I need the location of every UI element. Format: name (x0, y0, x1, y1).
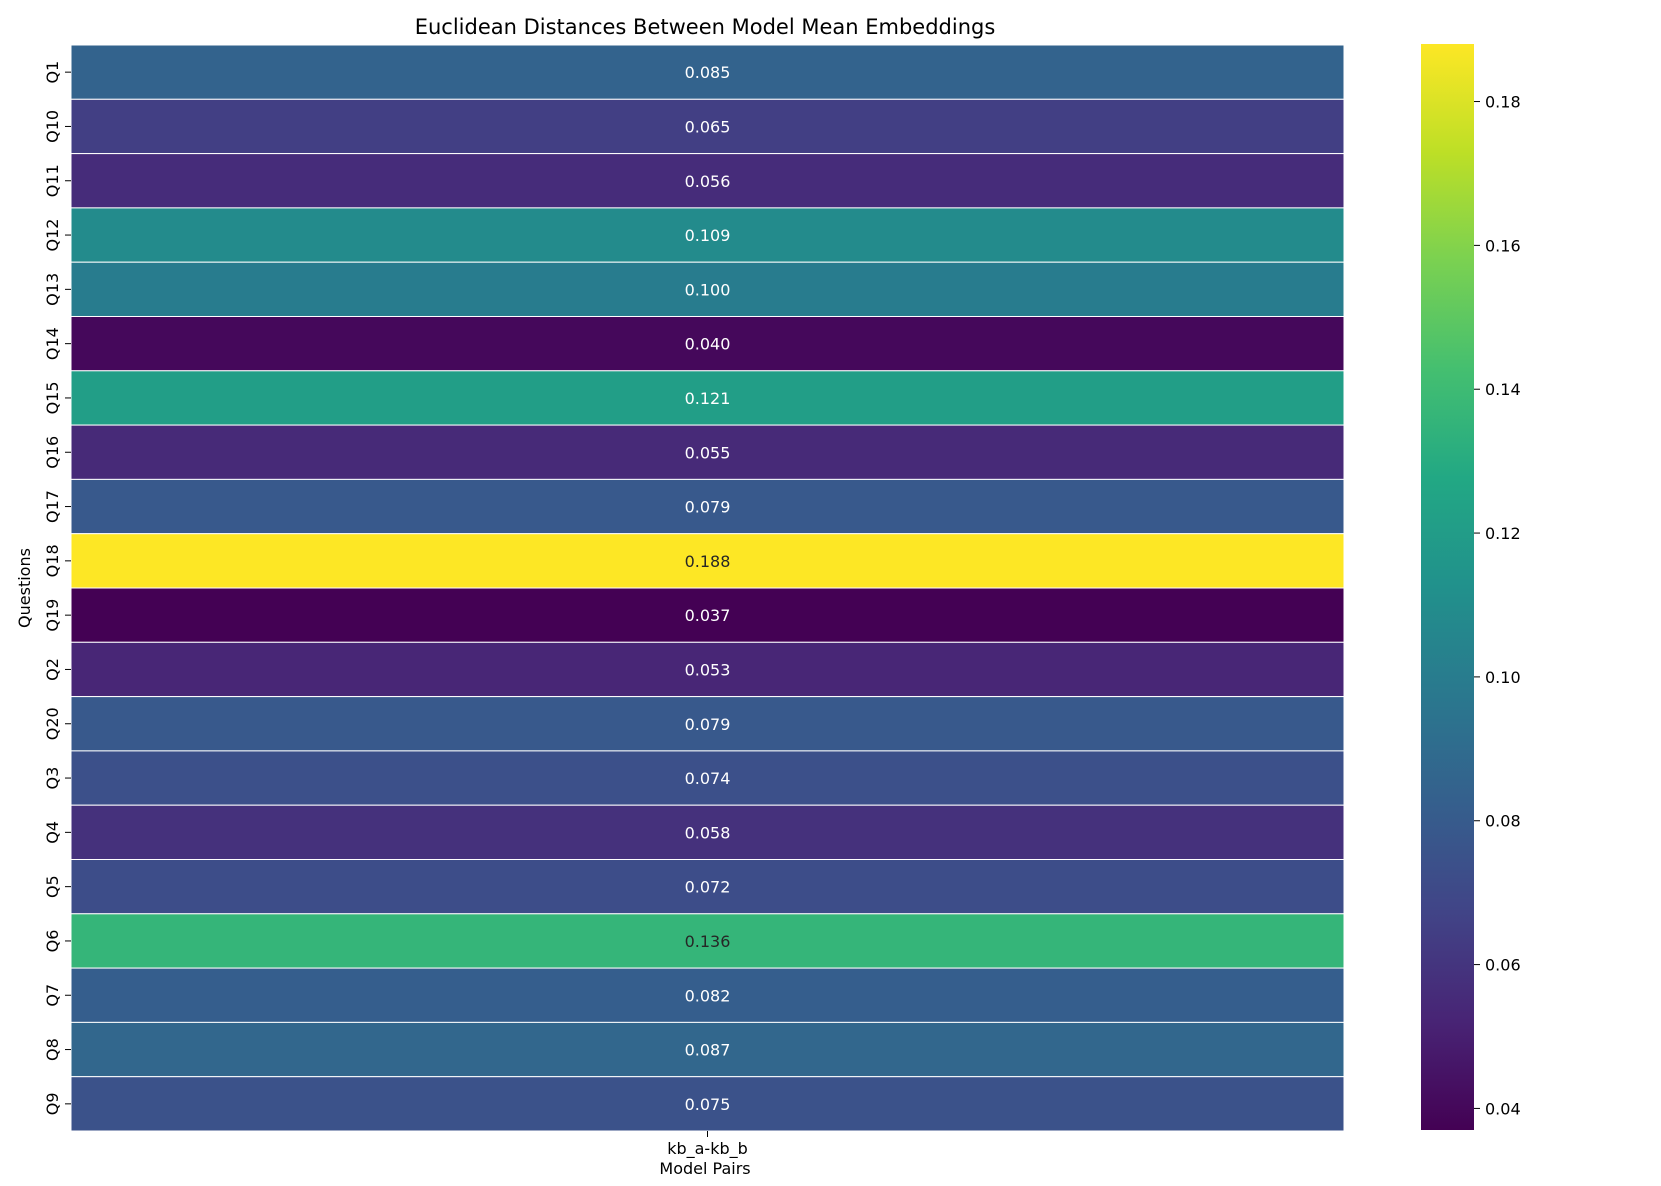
y-tick-label: Q5 (43, 875, 62, 898)
cell-value-label: 0.082 (685, 986, 731, 1005)
cell-value-label: 0.058 (685, 823, 731, 842)
y-axis-label: Questions (15, 548, 34, 628)
cell-value-label: 0.074 (685, 769, 731, 788)
cell-value-label: 0.037 (685, 606, 731, 625)
colorbar-tick-label: 0.12 (1485, 524, 1521, 543)
heatmap-cell (70, 261, 1345, 318)
y-tick-label: Q15 (43, 381, 62, 414)
chart-title: Euclidean Distances Between Model Mean E… (415, 15, 996, 39)
y-tick-label: Q6 (43, 930, 62, 953)
heatmap-cell (70, 1076, 1345, 1132)
colorbar-tick-label: 0.10 (1485, 668, 1521, 687)
heatmap-cell (70, 1021, 1345, 1078)
heatmap-cell (70, 44, 1345, 100)
cell-value-label: 0.087 (685, 1041, 731, 1060)
x-axis-ticks: kb_a-kb_b (667, 1131, 748, 1159)
y-tick-label: Q16 (43, 436, 62, 469)
heatmap-cell (70, 207, 1345, 263)
cell-value-label: 0.136 (685, 932, 731, 951)
heatmap-cell (70, 316, 1345, 372)
heatmap-cells: 0.085 0.065 0.056 0.109 0.100 0.040 0.121 0.055… (70, 44, 1345, 1132)
cell-value-label: 0.079 (685, 498, 731, 517)
y-tick-label: Q13 (43, 273, 62, 306)
y-tick-label: Q17 (43, 490, 62, 523)
heatmap-cell (70, 587, 1345, 643)
x-tick-label: kb_a-kb_b (667, 1139, 748, 1159)
cell-value-label: 0.079 (685, 715, 731, 734)
cell-value-label: 0.065 (685, 117, 731, 136)
y-tick-label: Q1 (43, 61, 62, 84)
cell-value-label: 0.188 (685, 552, 731, 571)
cell-value-label: 0.072 (685, 878, 731, 897)
y-tick-label: Q20 (43, 707, 62, 740)
cell-value-label: 0.075 (685, 1095, 731, 1114)
y-tick-label: Q3 (43, 767, 62, 790)
cell-value-label: 0.053 (685, 660, 731, 679)
cell-value-label: 0.040 (685, 335, 731, 354)
cell-value-label: 0.085 (685, 63, 731, 82)
cell-value-label: 0.121 (685, 389, 731, 408)
colorbar-tick-label: 0.14 (1485, 380, 1521, 399)
y-tick-label: Q14 (43, 327, 62, 360)
cell-value-label: 0.055 (685, 443, 731, 462)
colorbar-tick-label: 0.18 (1485, 93, 1521, 112)
y-tick-label: Q12 (43, 219, 62, 252)
heatmap-cell (70, 98, 1345, 155)
cell-value-label: 0.056 (685, 172, 731, 191)
heatmap-cell (70, 533, 1345, 589)
y-tick-label: Q7 (43, 984, 62, 1007)
y-tick-label: Q18 (43, 544, 62, 577)
heatmap-cell (70, 804, 1345, 861)
heatmap-cell (70, 424, 1345, 480)
y-tick-label: Q10 (43, 110, 62, 143)
colorbar-tick-label: 0.06 (1485, 956, 1521, 975)
heatmap-cell (70, 641, 1345, 698)
x-axis-label: Model Pairs (659, 1159, 750, 1178)
colorbar-tick-label: 0.16 (1485, 236, 1521, 255)
colorbar-tick-label: 0.08 (1485, 812, 1521, 831)
y-tick-label: Q2 (43, 658, 62, 681)
colorbar (1421, 44, 1474, 1130)
y-axis-ticks: Q1 Q10 Q11 Q12 Q13 Q14 Q15 Q16 Q17 Q18 Q19 Q2 Q20 Q3 Q… (43, 61, 71, 1115)
heatmap-cell (70, 153, 1345, 209)
y-tick-label: Q9 (43, 1092, 62, 1115)
y-tick-label: Q11 (43, 164, 62, 197)
cell-value-label: 0.109 (685, 226, 731, 245)
heatmap-cell (70, 696, 1345, 752)
y-tick-label: Q19 (43, 599, 62, 632)
heatmap-cell (70, 750, 1345, 806)
y-tick-label: Q8 (43, 1038, 62, 1061)
colorbar-ticks: 0.04 0.06 0.08 0.10 0.12 0.14 0.16 0.18 (1474, 93, 1521, 1118)
cell-value-label: 0.100 (685, 280, 731, 299)
heatmap-cell (70, 913, 1345, 969)
colorbar-tick-label: 0.04 (1485, 1099, 1521, 1118)
y-tick-label: Q4 (43, 821, 62, 844)
